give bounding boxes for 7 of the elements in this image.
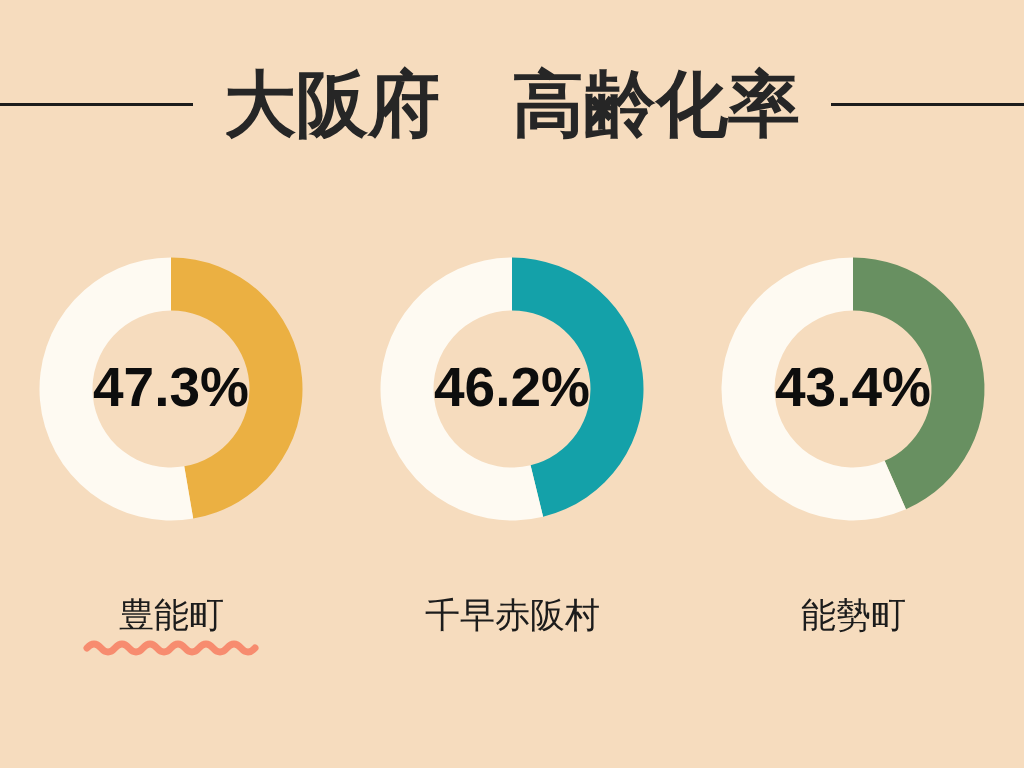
text: 大阪府 高齢化率 [224, 61, 800, 148]
text: 能勢町 [800, 594, 906, 635]
text: 46.2% [434, 355, 590, 418]
text: 豊能町 [118, 594, 224, 635]
text: 千早赤阪村 [424, 594, 600, 635]
text: 47.3% [92, 355, 249, 418]
text: 43.4% [775, 355, 932, 418]
